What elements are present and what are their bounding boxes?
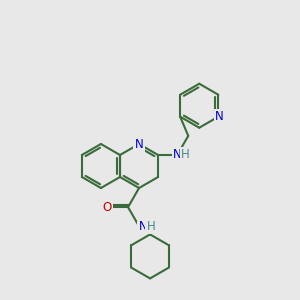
Text: H: H (147, 220, 155, 233)
Text: H: H (181, 148, 190, 161)
Text: O: O (102, 201, 112, 214)
Text: N: N (215, 110, 224, 123)
Text: N: N (173, 148, 182, 161)
Text: N: N (139, 220, 147, 233)
Text: N: N (135, 137, 143, 151)
